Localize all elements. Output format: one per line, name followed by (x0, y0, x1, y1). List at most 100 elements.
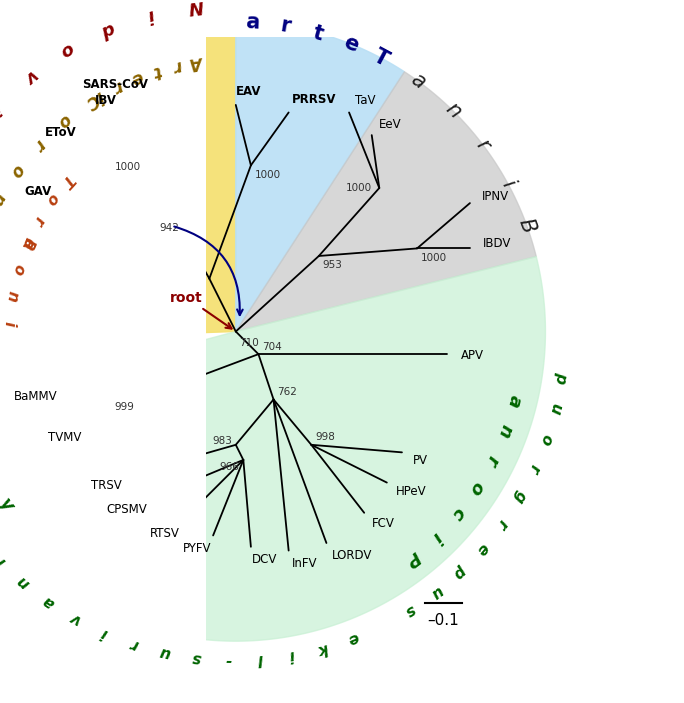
Text: k: k (316, 640, 330, 657)
Text: P: P (402, 546, 423, 569)
Text: RTSV: RTSV (150, 527, 179, 540)
Text: N: N (187, 0, 205, 15)
Text: v: v (18, 65, 39, 87)
Text: IPNV: IPNV (482, 191, 509, 203)
Text: r: r (111, 77, 126, 96)
Text: DCV: DCV (252, 553, 277, 567)
Text: 998: 998 (315, 432, 335, 442)
Text: r: r (30, 214, 47, 228)
Text: EToV: EToV (44, 126, 77, 139)
Text: e: e (129, 67, 146, 89)
Text: d: d (98, 18, 117, 40)
Text: o: o (538, 432, 555, 446)
Text: l: l (256, 652, 263, 667)
Text: r: r (172, 56, 183, 76)
Text: c: c (447, 503, 468, 523)
Text: 966: 966 (220, 463, 239, 472)
Text: SARS-CoV: SARS-CoV (82, 79, 148, 91)
Text: a: a (504, 393, 525, 409)
Text: r: r (29, 135, 49, 153)
Polygon shape (0, 257, 545, 641)
Text: A: A (190, 53, 206, 72)
Text: i: i (99, 625, 110, 640)
Text: 953: 953 (323, 260, 343, 271)
Text: p: p (553, 370, 569, 384)
Text: 704: 704 (262, 342, 282, 352)
Text: 1000: 1000 (115, 162, 142, 172)
Text: o: o (466, 478, 488, 498)
Text: r: r (129, 636, 140, 652)
Text: a: a (407, 69, 429, 93)
Text: v: v (68, 610, 84, 628)
Text: PV: PV (412, 453, 428, 467)
Text: root: root (170, 290, 232, 328)
Text: n: n (495, 422, 516, 440)
Text: T: T (370, 46, 392, 70)
Text: n: n (0, 189, 9, 208)
Text: y: y (0, 494, 17, 515)
Text: APV: APV (460, 349, 484, 362)
Text: a: a (40, 593, 57, 611)
Text: i: i (498, 176, 518, 191)
Text: e: e (340, 32, 361, 56)
Text: EeV: EeV (379, 118, 402, 131)
Text: BaMMV: BaMMV (14, 390, 57, 403)
Text: p: p (451, 562, 469, 581)
Text: 1000: 1000 (345, 183, 371, 193)
Text: 942: 942 (159, 223, 179, 233)
Text: CPSMV: CPSMV (106, 503, 147, 516)
Text: TVMV: TVMV (48, 431, 81, 444)
Text: r: r (0, 553, 8, 569)
Text: 999: 999 (114, 402, 134, 412)
Text: s: s (402, 601, 418, 619)
Text: i: i (2, 321, 17, 326)
Text: o: o (18, 236, 36, 251)
Text: C: C (81, 90, 102, 112)
Text: r: r (473, 136, 494, 155)
Text: 1000: 1000 (421, 253, 447, 263)
Text: T: T (58, 171, 77, 189)
Text: g: g (510, 489, 529, 505)
Text: i: i (93, 86, 107, 105)
Text: u: u (547, 401, 564, 415)
Text: PYFV: PYFV (183, 542, 211, 555)
Text: n: n (3, 290, 21, 302)
Text: InFV: InFV (292, 557, 317, 570)
Text: –0.1: –0.1 (428, 613, 460, 628)
Text: e: e (473, 540, 492, 557)
Text: i: i (428, 528, 445, 546)
Text: u: u (428, 583, 445, 601)
Polygon shape (236, 72, 536, 332)
Text: u: u (158, 644, 172, 661)
Text: TRSV: TRSV (92, 479, 122, 492)
Text: i: i (0, 99, 4, 116)
Text: 1000: 1000 (254, 170, 281, 180)
Text: o: o (57, 39, 77, 60)
Text: a: a (244, 12, 259, 32)
Polygon shape (0, 22, 236, 342)
Text: e: e (345, 630, 360, 647)
Text: 762: 762 (277, 387, 297, 397)
Text: t: t (150, 61, 163, 81)
Text: IBDV: IBDV (482, 238, 511, 250)
Text: FCV: FCV (372, 517, 395, 530)
Text: n: n (441, 99, 464, 122)
Text: 710: 710 (239, 338, 259, 348)
Text: r: r (279, 15, 292, 37)
Text: t: t (311, 22, 326, 44)
Text: B: B (515, 215, 538, 236)
Text: 983: 983 (212, 436, 232, 446)
Text: r: r (482, 452, 502, 468)
Text: EAV: EAV (236, 85, 261, 98)
Text: r: r (494, 516, 511, 531)
Text: s: s (191, 650, 202, 666)
Text: IBV: IBV (94, 94, 116, 108)
Text: -: - (225, 652, 231, 668)
Text: n: n (14, 573, 33, 592)
Text: o: o (54, 110, 74, 131)
Text: GAV: GAV (25, 185, 51, 198)
Polygon shape (236, 22, 404, 332)
Text: R: R (18, 235, 36, 251)
Text: i: i (146, 5, 156, 24)
Text: HPeV: HPeV (396, 485, 427, 498)
